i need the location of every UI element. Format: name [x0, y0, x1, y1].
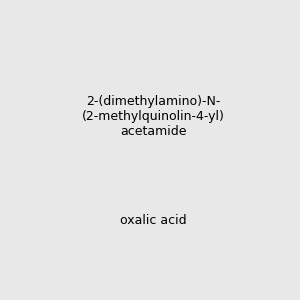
- Text: 2-(dimethylamino)-N-
(2-methylquinolin-4-yl)
acetamide: 2-(dimethylamino)-N- (2-methylquinolin-4…: [82, 95, 225, 138]
- Text: oxalic acid: oxalic acid: [120, 214, 187, 227]
